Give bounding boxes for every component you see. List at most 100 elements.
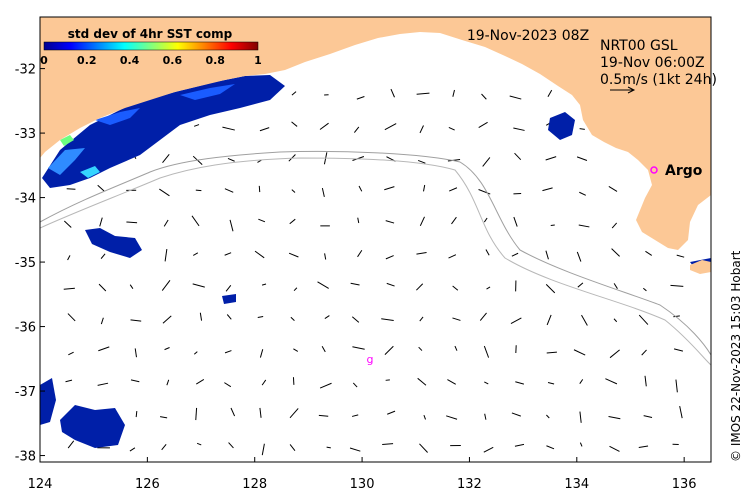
current-vector <box>230 407 236 417</box>
current-vector <box>578 224 590 228</box>
current-vector <box>676 254 685 258</box>
current-vector <box>161 444 167 451</box>
current-vector <box>483 345 490 358</box>
current-vector <box>510 317 522 325</box>
glider-marker: g <box>367 353 374 366</box>
current-vector <box>641 349 647 356</box>
current-vector <box>191 215 200 227</box>
current-vector <box>350 282 360 286</box>
current-vector <box>482 157 491 167</box>
current-vector <box>229 219 234 232</box>
current-vector <box>352 346 365 350</box>
current-vector <box>66 188 76 190</box>
current-vector <box>644 375 647 387</box>
current-vector <box>638 314 649 325</box>
current-vector <box>228 442 234 449</box>
current-vector <box>164 347 170 351</box>
colorbar-title: std dev of 4hr SST comp <box>68 27 233 41</box>
current-vector <box>164 248 168 262</box>
current-vector <box>224 252 232 256</box>
current-vector <box>673 348 684 352</box>
current-vector <box>419 216 425 227</box>
current-vector <box>100 253 106 259</box>
current-vector <box>291 121 298 127</box>
current-vector <box>321 346 326 353</box>
current-vector <box>451 216 457 225</box>
current-vector <box>257 315 264 319</box>
current-vector <box>675 379 678 393</box>
current-vector <box>545 284 556 294</box>
current-vector <box>159 188 170 197</box>
current-vector <box>161 280 171 291</box>
current-vector <box>257 159 262 163</box>
current-vector <box>129 284 134 289</box>
current-vector <box>319 122 329 130</box>
current-vector <box>135 411 138 418</box>
current-vector <box>611 222 618 229</box>
current-vector <box>511 412 521 417</box>
current-vector <box>324 253 327 260</box>
current-vector <box>416 92 430 95</box>
sst-stddev-overlay <box>40 75 711 448</box>
current-vector <box>613 318 618 323</box>
current-vector <box>259 407 262 418</box>
current-vector <box>514 443 525 447</box>
current-vector <box>222 126 235 131</box>
current-vector <box>481 93 487 100</box>
current-vector <box>670 284 684 287</box>
colorbar: std dev of 4hr SST comp 0 0.2 0.4 0.6 0.8 1 <box>40 27 262 67</box>
colorbar-tick-label: 0.4 <box>120 54 140 67</box>
colorbar-gradient <box>43 41 259 51</box>
y-tick-label: -32 <box>15 63 36 78</box>
current-vector <box>579 379 584 385</box>
current-vector <box>484 381 489 385</box>
current-vector <box>509 95 522 100</box>
x-axis: 124 126 128 130 132 134 136 <box>28 457 697 492</box>
current-vector <box>259 127 270 132</box>
colorbar-tick-label: 1 <box>254 54 262 67</box>
current-vector <box>423 184 426 192</box>
current-vector <box>579 411 582 423</box>
current-vector <box>196 442 202 446</box>
current-vector <box>384 123 397 131</box>
current-vector <box>254 250 265 259</box>
current-vector <box>97 184 105 192</box>
current-vector <box>384 345 394 355</box>
australia-coastline <box>40 17 711 250</box>
x-tick-label: 132 <box>457 477 482 492</box>
current-vector <box>357 217 360 224</box>
current-vector <box>579 128 585 130</box>
current-vector <box>419 443 428 453</box>
current-vector <box>289 218 296 225</box>
y-tick-label: -38 <box>15 450 36 465</box>
argo-float-icon <box>650 166 658 174</box>
current-vector <box>358 185 363 192</box>
current-vector <box>129 447 136 452</box>
current-vector <box>546 414 550 419</box>
current-vector <box>486 286 491 290</box>
current-vector <box>67 440 75 449</box>
current-vector <box>290 316 295 322</box>
scale-arrow <box>610 86 636 94</box>
current-vector <box>387 410 396 415</box>
current-vector <box>224 188 234 193</box>
colorbar-tick-label: 0.8 <box>205 54 225 67</box>
colorbar-tick-label: 0.6 <box>163 54 183 67</box>
current-vector <box>326 446 331 449</box>
current-vector <box>511 252 519 257</box>
current-vector <box>382 443 394 446</box>
current-vector <box>261 379 267 386</box>
x-tick-label: 126 <box>135 477 160 492</box>
current-vector <box>419 125 424 134</box>
current-vector <box>452 285 459 291</box>
current-vector <box>98 283 107 292</box>
current-vector <box>416 283 424 291</box>
current-vector <box>546 351 557 354</box>
x-tick-label: 130 <box>350 477 375 492</box>
isobath-deep <box>40 157 711 366</box>
current-vector <box>452 89 455 97</box>
current-vector <box>643 287 647 292</box>
current-vector <box>576 156 588 161</box>
current-vector <box>547 89 553 97</box>
